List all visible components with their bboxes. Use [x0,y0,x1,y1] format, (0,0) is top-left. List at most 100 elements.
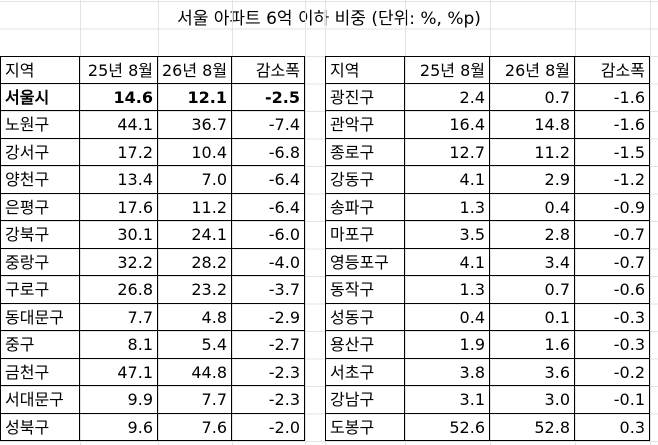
table-cell: 12.7 [405,138,490,166]
table-cell: 23.2 [158,276,232,304]
table-cell: -2.7 [232,331,305,359]
table-cell: -2.9 [232,303,305,331]
table-cell: -0.1 [575,386,650,414]
table-cell: 서초구 [325,358,405,386]
table-cell: 관악구 [325,111,405,139]
header-cell: 25년 8월 [80,56,158,84]
table-cell: 32.2 [80,248,158,276]
table-cell: 52.8 [490,413,575,441]
table-cell: 47.1 [80,358,158,386]
table-cell: 성동구 [325,303,405,331]
table-cell: 마포구 [325,221,405,249]
table-cell: 44.1 [80,111,158,139]
table-cell: 강남구 [325,386,405,414]
table-cell: 중랑구 [0,248,80,276]
table-cell: 10.4 [158,138,232,166]
table-cell: -2.0 [232,413,305,441]
table-cell: 동대문구 [0,303,80,331]
table-cell: 16.4 [405,111,490,139]
table-cell: 4.1 [405,166,490,194]
table-cell: 동작구 [325,276,405,304]
table-cell: 7.0 [158,166,232,194]
table-cell: 강북구 [0,221,80,249]
table-cell: -6.4 [232,193,305,221]
table-cell: 7.7 [80,303,158,331]
table-cell: 중구 [0,331,80,359]
table-cell: 3.4 [490,248,575,276]
grid-line [80,0,81,445]
table-cell: 성북구 [0,413,80,441]
table-cell: 1.3 [405,276,490,304]
table-cell: 11.2 [158,193,232,221]
table-cell: 3.0 [490,386,575,414]
table-cell: 광진구 [325,83,405,111]
table-cell: -6.8 [232,138,305,166]
table-cell: 0.4 [490,193,575,221]
table-cell: 9.6 [80,413,158,441]
table-cell: 28.2 [158,248,232,276]
table-cell: 11.2 [490,138,575,166]
header-cell: 26년 8월 [158,56,232,84]
header-cell: 감소폭 [232,56,305,84]
table-cell: 금천구 [0,358,80,386]
table-cell: -0.3 [575,303,650,331]
table-cell: 양천구 [0,166,80,194]
table-cell: -3.7 [232,276,305,304]
table-cell: 3.1 [405,386,490,414]
table-cell: 강서구 [0,138,80,166]
table-cell: 용산구 [325,331,405,359]
table-cell: 30.1 [80,221,158,249]
table-cell: -1.6 [575,83,650,111]
table-cell: 44.8 [158,358,232,386]
table-cell: 26.8 [80,276,158,304]
table-cell: 4.8 [158,303,232,331]
grid-line [575,0,576,445]
grid-line [650,0,651,445]
table-cell: -2.5 [232,83,305,111]
table-cell: 9.9 [80,386,158,414]
grid-line [305,0,306,445]
table-cell: 0.7 [490,83,575,111]
table-cell: 7.7 [158,386,232,414]
table-cell: 52.6 [405,413,490,441]
table-cell: 종로구 [325,138,405,166]
table-cell: 은평구 [0,193,80,221]
table-cell: 1.6 [490,331,575,359]
table-cell: -0.6 [575,276,650,304]
table-cell: -2.3 [232,358,305,386]
table-cell: 17.2 [80,138,158,166]
table-cell: 3.5 [405,221,490,249]
table-cell: -2.3 [232,386,305,414]
header-cell: 감소폭 [575,56,650,84]
table-cell: 1.9 [405,331,490,359]
table-cell: 영등포구 [325,248,405,276]
table-cell: 8.1 [80,331,158,359]
table-cell: 4.1 [405,248,490,276]
table-cell: -1.5 [575,138,650,166]
table-cell: 3.6 [490,358,575,386]
table-cell: 3.8 [405,358,490,386]
table-cell: -7.4 [232,111,305,139]
table-cell: 0.3 [575,413,650,441]
table-cell: 강동구 [325,166,405,194]
table-cell: 5.4 [158,331,232,359]
table-cell: 1.3 [405,193,490,221]
title: 서울 아파트 6억 이하 비중 (단위: %, %p) [177,9,481,29]
table-cell: 0.4 [405,303,490,331]
table-cell: 14.6 [80,83,158,111]
table-cell: 0.7 [490,276,575,304]
table-cell: 14.8 [490,111,575,139]
table-cell: 구로구 [0,276,80,304]
table-cell: 12.1 [158,83,232,111]
table-cell: 도봉구 [325,413,405,441]
table-cell: -0.3 [575,331,650,359]
header-cell: 26년 8월 [490,56,575,84]
table-cell: -1.6 [575,111,650,139]
table-cell: 서울시 [0,83,80,111]
header-cell: 지역 [0,56,80,84]
table-cell: 0.1 [490,303,575,331]
table-cell: 2.9 [490,166,575,194]
table-cell: -0.2 [575,358,650,386]
